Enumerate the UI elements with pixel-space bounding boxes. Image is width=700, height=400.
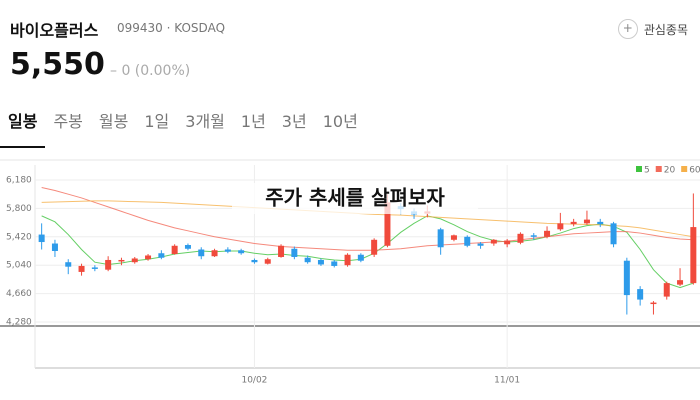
candle-body: [51, 243, 58, 251]
tab[interactable]: 1일: [144, 112, 170, 131]
watchlist-label: 관심종목: [643, 22, 688, 37]
ma-line: [41, 215, 694, 289]
stock-name: 바이오플러스: [10, 21, 99, 40]
stock-code: 099430: [117, 21, 163, 35]
candle-body: [450, 235, 457, 240]
candle-body: [504, 240, 511, 245]
candle-body: [677, 280, 684, 285]
legend-label: 60: [689, 166, 700, 176]
title-backdrop: [232, 183, 478, 214]
price: 5,550: [10, 47, 105, 82]
change: – 0 (0.00%): [110, 63, 190, 79]
candle-body: [198, 249, 205, 257]
tab[interactable]: 3년: [281, 112, 307, 131]
legend-label: 5: [644, 166, 650, 176]
ma-line: [41, 200, 694, 238]
dash: –: [110, 63, 122, 79]
candle-body: [490, 239, 497, 244]
period-tabs: 일봉 주봉 월봉 1일 3개월 1년 3년 10년: [0, 108, 366, 148]
candle-body: [371, 239, 378, 255]
candle-body: [171, 245, 178, 254]
legend-swatch: [681, 166, 688, 172]
candle-body: [344, 254, 351, 266]
tab[interactable]: 주봉: [53, 112, 83, 131]
candle-body: [317, 259, 324, 265]
candle-body: [384, 202, 391, 246]
legend-label: 20: [664, 166, 676, 176]
candle-body: [583, 219, 590, 224]
tab[interactable]: 월봉: [98, 112, 129, 131]
candle-body: [570, 221, 577, 225]
candle-body: [38, 234, 45, 243]
tab[interactable]: 1년: [240, 112, 266, 131]
candle-body: [517, 233, 524, 243]
candle-body: [690, 227, 697, 284]
y-tick-label: 6,180: [6, 176, 32, 186]
ma-line: [41, 186, 694, 251]
y-tick-label: 5,800: [6, 204, 32, 214]
candle-body: [184, 245, 191, 249]
candle-body: [477, 243, 484, 246]
tab[interactable]: 3개월: [185, 112, 225, 131]
candle-body: [251, 259, 258, 263]
y-tick-label: 5,420: [6, 232, 32, 242]
y-tick-label: 4,280: [6, 318, 32, 328]
candle-body: [530, 235, 537, 237]
candle-body: [650, 302, 657, 305]
change-value: 0 (0.00%): [121, 63, 191, 79]
market: KOSDAQ: [174, 21, 226, 35]
candle-body: [91, 267, 98, 269]
candle-body: [145, 255, 152, 260]
tab[interactable]: 10년: [322, 112, 358, 131]
y-tick-label: 5,040: [6, 261, 32, 271]
stock-meta: 099430 · KOSDAQ: [117, 21, 226, 35]
plus-icon: +: [617, 19, 638, 39]
x-tick-label: 11/01: [494, 376, 520, 386]
watchlist-button[interactable]: + 관심종목: [617, 19, 688, 39]
candle-body: [663, 283, 670, 297]
candle-body: [264, 259, 271, 264]
candle-body: [304, 257, 311, 263]
candle-body: [65, 262, 72, 267]
candle-body: [610, 223, 617, 245]
x-tick-label: 10/02: [241, 376, 267, 386]
candle-body: [238, 250, 245, 254]
candle-body: [464, 236, 471, 246]
candle-body: [78, 265, 85, 272]
candle-body: [357, 254, 364, 261]
candle-body: [131, 258, 138, 263]
candle-body: [544, 230, 551, 237]
candle-body: [437, 229, 444, 248]
candle-body: [158, 253, 165, 258]
y-tick-label: 4,660: [6, 289, 32, 299]
legend-swatch: [655, 166, 662, 172]
candle-body: [597, 221, 604, 225]
candle-body: [623, 260, 630, 296]
legend-swatch: [636, 166, 642, 172]
candle-body: [557, 223, 564, 230]
overlay-title: 주가 추세를 살펴보자: [265, 186, 445, 210]
candle-body: [211, 250, 218, 257]
candle-body: [118, 259, 125, 262]
candle-body: [331, 261, 338, 266]
candle-body: [278, 245, 285, 257]
tab[interactable]: 일봉: [0, 108, 46, 148]
candle-body: [637, 289, 644, 300]
candle-body: [291, 248, 298, 257]
candle-body: [224, 249, 231, 252]
candle-body: [105, 259, 112, 270]
